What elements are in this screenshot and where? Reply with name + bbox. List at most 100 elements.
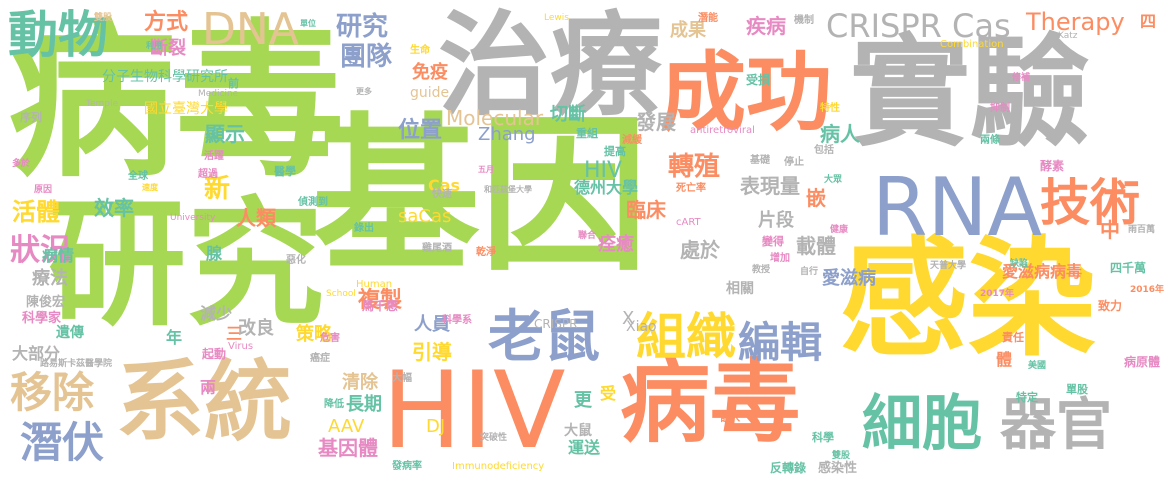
cloud-word: 基礎 [750, 155, 770, 166]
cloud-word: 受損 [746, 73, 771, 87]
cloud-word: cART [676, 217, 701, 228]
cloud-word: 活躍 [204, 151, 224, 162]
cloud-word: 自行 [800, 267, 819, 277]
cloud-word: 國立臺灣大學 [144, 101, 228, 117]
cloud-word: 新 [204, 174, 231, 204]
cloud-word: 中 [1100, 218, 1120, 242]
cloud-word: 動物 [8, 6, 108, 64]
cloud-word: 科學 [812, 431, 834, 444]
cloud-word: 研究 [48, 184, 325, 345]
cloud-word: Zhang [478, 124, 536, 145]
cloud-word: 免疫 [412, 62, 448, 83]
cloud-word: 體 [996, 350, 1013, 369]
cloud-word: 四 [1140, 12, 1157, 31]
cloud-word: 快速 [432, 189, 452, 200]
cloud-word: 編輯 [738, 318, 823, 367]
cloud-word: HIV [584, 158, 623, 183]
cloud-word: 變得 [762, 235, 784, 248]
cloud-word: 改良 [238, 318, 274, 339]
cloud-word: 美國 [1028, 361, 1047, 371]
cloud-word: 三 [226, 324, 243, 343]
cloud-word: 降低 [324, 399, 344, 410]
cloud-word: 大眾 [824, 175, 843, 185]
cloud-word: 移除 [10, 368, 95, 417]
cloud-word: 成功 [660, 43, 832, 143]
cloud-word: 大幅 [392, 373, 412, 384]
cloud-word: 兩條 [980, 135, 1000, 146]
cloud-word: 雞尾酒 [422, 243, 452, 254]
cloud-word: Combination [940, 39, 1004, 50]
cloud-word: School [326, 289, 356, 299]
cloud-word: 引導 [412, 340, 452, 364]
cloud-word: 團隊 [340, 42, 393, 72]
cloud-word: 單股 [1066, 383, 1088, 396]
cloud-word: 反轉錄 [770, 461, 807, 475]
cloud-word: 研究 [336, 12, 389, 42]
cloud-word: 位置 [398, 118, 443, 143]
cloud-word: 基因體 [318, 436, 378, 460]
cloud-word: 速度 [142, 183, 158, 192]
cloud-word: 超過 [198, 169, 218, 180]
cloud-word: 片段 [758, 210, 794, 231]
cloud-word: 路易斯卡茲醫學院 [40, 359, 113, 369]
cloud-word: Virus [228, 341, 254, 352]
cloud-word: 原因 [34, 185, 53, 195]
cloud-word: 感染 [840, 225, 1097, 374]
cloud-word: 成果 [670, 20, 706, 41]
cloud-word: 前 [228, 77, 239, 90]
cloud-word: 斷裂 [150, 38, 186, 59]
cloud-word: 器官 [1000, 393, 1112, 458]
cloud-word: 基因 [312, 98, 648, 294]
cloud-word: 組織 [636, 308, 736, 366]
cloud-word: 特定 [1016, 391, 1038, 404]
cloud-word: X [622, 308, 635, 329]
cloud-word: 發展 [636, 110, 676, 134]
cloud-word: 病原體 [1124, 355, 1161, 369]
cloud-word: 方式 [144, 10, 189, 35]
cloud-word: 效率 [94, 196, 134, 220]
cloud-word: 健康 [830, 225, 849, 235]
cloud-word: DNA [202, 4, 299, 55]
cloud-word: 狀況 [10, 233, 70, 268]
cloud-word: 潛能 [698, 13, 718, 24]
cloud-word: Immunodeficiency [452, 461, 545, 472]
cloud-word: 雙股 [832, 451, 851, 461]
cloud-word: 特性 [820, 103, 840, 114]
cloud-word: 療法 [32, 268, 68, 289]
cloud-word: 包括 [814, 145, 834, 156]
cloud-word: 科學系 [442, 315, 472, 326]
cloud-word: 突破性 [480, 433, 508, 443]
cloud-word: 清除 [342, 372, 378, 393]
cloud-word: 2016年 [1130, 285, 1165, 295]
cloud-word: 嵌 [806, 186, 826, 210]
cloud-word: Cas [428, 176, 461, 195]
cloud-word: 運送 [568, 438, 601, 457]
cloud-word: Katz [1058, 31, 1078, 41]
cloud-word: saCas [398, 206, 452, 227]
cloud-word: 酵素 [1040, 159, 1065, 173]
cloud-word: 惡化 [286, 255, 306, 266]
cloud-word: 兩 [200, 378, 217, 397]
cloud-word: Therapy [1026, 8, 1125, 36]
cloud-word: 增加 [770, 253, 790, 264]
cloud-word: 四千萬 [1110, 261, 1147, 275]
cloud-word: Medicine [198, 89, 239, 99]
cloud-word: 長期 [346, 394, 382, 415]
cloud-word: CRISPR Cas [826, 7, 1011, 45]
cloud-word: 全球 [128, 171, 148, 182]
cloud-word: 機制 [794, 15, 814, 26]
cloud-word: 表現量 [740, 174, 800, 198]
cloud-word: 馬千惠 [362, 299, 399, 313]
cloud-word: 大鼠 [564, 423, 592, 439]
cloud-word: Xiao [626, 319, 657, 335]
cloud-word: Temple [86, 99, 119, 109]
cloud-word: 和匹茲堡大學 [484, 185, 532, 194]
cloud-word: 五月 [478, 165, 494, 174]
cloud-word: 病毒 [620, 350, 800, 455]
cloud-word: 發病率 [392, 461, 422, 472]
cloud-word: 技術 [1040, 174, 1140, 232]
cloud-word: CRISPR [534, 317, 578, 331]
cloud-word: 提高 [604, 145, 626, 158]
cloud-word: 減緩 [622, 135, 642, 146]
